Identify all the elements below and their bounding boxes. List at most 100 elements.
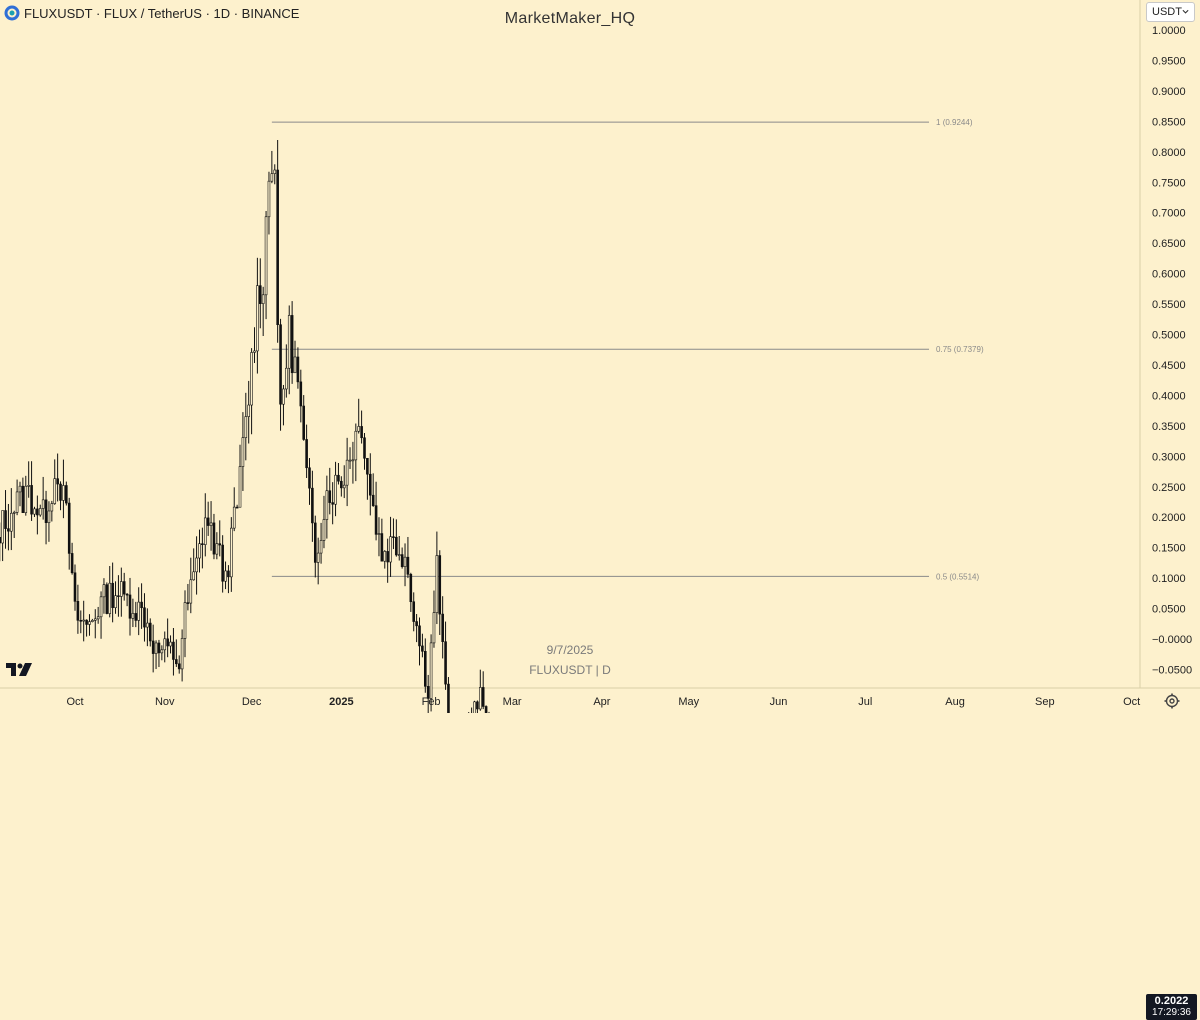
candle-body — [322, 519, 326, 541]
candle-body — [319, 540, 323, 554]
candle-body — [201, 543, 204, 546]
time-tick-label: Dec — [242, 696, 262, 708]
candle-body — [134, 613, 138, 621]
candle-body — [177, 663, 181, 670]
candle — [316, 537, 320, 585]
candle-body — [282, 388, 285, 405]
candle-body — [426, 686, 430, 699]
candle-body — [250, 352, 253, 406]
candle-body — [244, 416, 248, 438]
tradingview-logo-icon[interactable] — [5, 661, 33, 679]
candle-body — [21, 485, 25, 514]
candle-body — [30, 485, 33, 515]
candle-body — [206, 517, 210, 526]
candle — [409, 572, 413, 612]
candle-body — [406, 556, 410, 575]
candle — [337, 463, 340, 485]
candle-body — [290, 315, 294, 374]
candle-body — [270, 173, 274, 182]
candle — [140, 583, 143, 629]
candle — [383, 550, 387, 569]
candle-body — [247, 404, 250, 417]
candle-body — [415, 621, 418, 627]
candle — [218, 520, 222, 557]
currency-selector[interactable]: USDT — [1146, 2, 1195, 22]
candle — [412, 592, 416, 632]
candle — [377, 517, 381, 557]
candle-body — [12, 512, 16, 514]
candle-body — [366, 457, 369, 475]
candle-body — [342, 484, 346, 489]
chevron-down-icon — [1182, 9, 1189, 14]
candle-body — [108, 582, 112, 614]
time-tick-label: Sep — [1035, 696, 1055, 708]
candle — [146, 608, 149, 647]
gear-icon[interactable] — [1164, 693, 1180, 709]
candle — [195, 536, 198, 595]
candle — [400, 547, 404, 569]
candle-body — [195, 557, 198, 573]
candle-body — [122, 581, 126, 595]
currency-label: USDT — [1152, 6, 1182, 18]
candle — [311, 470, 314, 542]
candle — [342, 465, 346, 499]
candle-body — [256, 285, 259, 352]
price-tick-label: 0.3000 — [1152, 451, 1186, 463]
candle-body — [192, 571, 195, 581]
candle-body — [91, 620, 94, 622]
candle — [313, 515, 317, 578]
fib-level-label: 1 (0.9244) — [936, 118, 973, 127]
time-axis[interactable]: Oct Nov Dec 2025 Feb Mar Apr May Jun Jul Aug Sep Oct — [66, 696, 1140, 708]
price-tick-label: −0.0500 — [1152, 664, 1192, 676]
candle-body — [73, 572, 77, 602]
candle-body — [70, 553, 74, 574]
time-tick-label: Nov — [155, 696, 175, 708]
candle — [79, 610, 83, 634]
candle-body — [258, 285, 262, 304]
candle — [389, 516, 392, 577]
candle — [189, 557, 193, 614]
candle-body — [99, 596, 103, 618]
candle — [180, 629, 184, 682]
price-tick-label: 0.5000 — [1152, 330, 1186, 342]
candle — [172, 628, 175, 676]
fibonacci-retracement[interactable]: 1 (0.9244)0.75 (0.7379)0.5 (0.5514)0.25 … — [271, 118, 984, 713]
symbol-header[interactable]: FLUXUSDT · FLUX / TetherUS · 1D · BINANC… — [4, 3, 299, 23]
candle-body — [325, 490, 329, 520]
candle — [67, 497, 71, 570]
candle — [93, 609, 97, 639]
candle-body — [412, 601, 416, 622]
candle-body — [15, 491, 19, 513]
candle-body — [441, 613, 444, 642]
candle-body — [169, 641, 172, 647]
candle — [363, 433, 366, 470]
candle — [421, 633, 424, 658]
candle-body — [371, 494, 375, 506]
candle — [296, 347, 300, 389]
price-chart[interactable]: 1 (0.9244)0.75 (0.7379)0.5 (0.5514)0.25 … — [0, 0, 1200, 713]
candle-body — [198, 543, 201, 559]
candle — [117, 575, 120, 617]
candle — [154, 640, 158, 670]
candle-body — [96, 616, 100, 620]
candle — [125, 593, 129, 607]
candle — [435, 531, 439, 625]
candle-body — [82, 619, 85, 622]
time-tick-label: Jun — [770, 696, 788, 708]
candle — [429, 634, 433, 712]
candle-body — [296, 356, 300, 383]
candle — [7, 503, 10, 551]
candle — [386, 538, 389, 583]
candle — [192, 548, 195, 581]
candle — [177, 655, 181, 674]
candle-body — [10, 512, 13, 532]
candle-body — [47, 510, 51, 524]
candle — [221, 535, 224, 593]
time-tick-label: Jul — [858, 696, 872, 708]
price-axis[interactable]: 1.0000 0.9500 0.9000 0.8500 0.8000 0.7500 0.70… — [1152, 25, 1192, 676]
candle — [134, 601, 138, 628]
candle — [267, 171, 271, 235]
candle — [160, 645, 164, 661]
candle-body — [85, 619, 88, 625]
